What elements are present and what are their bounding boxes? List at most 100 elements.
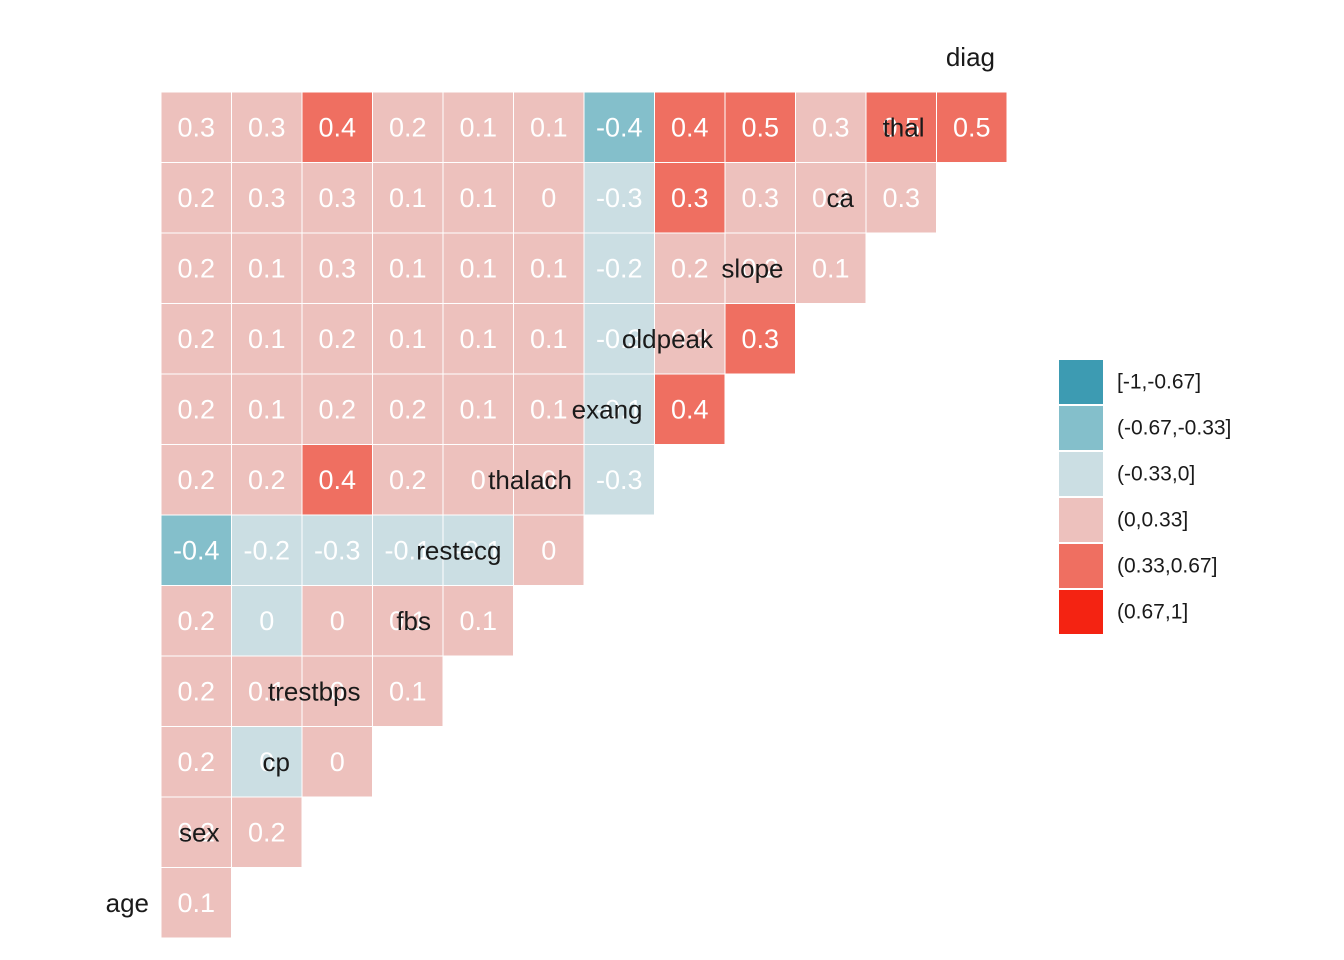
cell-value-label: -0.3 [596,324,643,354]
variable-label-diag: diag [946,42,995,72]
cell-value-label: 0.2 [389,394,427,424]
heatmap-cell-exang-fbs [442,444,514,516]
variable-label-ca: ca [827,183,855,213]
heatmap-cell-diag-restecg [513,91,585,163]
cell-value-label: -0.1 [596,394,643,424]
heatmap-cell-thal-oldpeak [724,162,796,234]
cell-value-label: 0.1 [177,888,215,918]
heatmap-cell-thalach-fbs [442,514,514,586]
heatmap-cell-thalach-sex [231,514,303,586]
variable-label-trestbps: trestbps [268,676,361,706]
heatmap-cell-exang-trestbps [372,444,444,516]
heatmap-cell-trestbps-sex [231,726,303,798]
cell-value-label: 0 [330,676,345,706]
cell-value-label: 0.2 [177,676,215,706]
cell-value-label: 0 [541,183,556,213]
cell-value-label: 0.3 [248,183,286,213]
cell-value-label: -0.3 [596,183,643,213]
cell-value-label: 0 [259,606,274,636]
heatmap-cell-diag-cp [301,91,373,163]
cell-value-label: 0.5 [741,112,779,142]
cell-value-label: 0.2 [177,606,215,636]
cell-value-label: 0.3 [671,183,709,213]
variable-label-restecg: restecg [416,535,501,565]
heatmap-cell-ca-exang [654,232,726,304]
cell-value-label: 0.5 [953,112,991,142]
heatmap-cell-oldpeak-age [160,373,232,445]
heatmap-cell-slope-exang [654,303,726,375]
cell-value-label: -0.2 [596,253,643,283]
cell-value-label: 0.2 [389,112,427,142]
heatmap-cell-fbs-age [160,655,232,727]
cell-value-label: 0.3 [318,183,356,213]
legend-label-1: (-0.67,-0.33] [1117,417,1231,440]
variable-label-thalach: thalach [488,465,572,495]
variable-label-fbs: fbs [396,606,431,636]
heatmap-cell-ca-restecg [513,232,585,304]
cell-value-label: 0 [330,606,345,636]
cell-value-label: 0.3 [671,324,709,354]
heatmap-cell-thalach-age [160,514,232,586]
cell-value-label: 0.2 [177,253,215,283]
cell-value-label: 0 [541,465,556,495]
heatmap-cell-thal-trestbps [372,162,444,234]
heatmap-cell-restecg-sex [231,585,303,657]
cell-value-label: -0.4 [596,112,643,142]
cell-value-label: 0.1 [459,324,497,354]
heatmap-cell-diag-oldpeak [724,91,796,163]
heatmap-cell-diag-fbs [442,91,514,163]
heatmap-cell-ca-oldpeak [724,232,796,304]
heatmap-cells: 0.1 0.2 0.2 0.2 0 0 0.2 0.1 0 0.1 0.2 0 0 0.1 0.1 -0.4 -… [160,91,1008,939]
heatmap-cell-diag-thalach [583,91,655,163]
cell-value-label: 0 [471,465,486,495]
cell-value-label: 0.1 [389,606,427,636]
legend-label-2: (-0.33,0] [1117,463,1195,486]
heatmap-cell-trestbps-cp [301,726,373,798]
cell-value-label: 0.2 [248,465,286,495]
heatmap-cell-thal-thalach [583,162,655,234]
cell-value-label: 0.3 [177,112,215,142]
variable-label-thal: thal [883,112,925,142]
heatmap-cell-thal-cp [301,162,373,234]
legend-swatch-3 [1059,498,1103,542]
cell-value-label: 0 [541,535,556,565]
variable-label-exang: exang [572,394,643,424]
heatmap-cell-slope-sex [231,303,303,375]
heatmap-cell-thal-fbs [442,162,514,234]
cell-value-label: 0.4 [318,112,356,142]
variable-label-oldpeak: oldpeak [622,324,714,354]
cell-value-label: 0.4 [318,465,356,495]
cell-value-label: 0.1 [389,183,427,213]
heatmap-cell-thal-age [160,162,232,234]
cell-value-label: 0 [259,747,274,777]
cell-value-label: 0.3 [882,183,920,213]
legend-label-5: (0.67,1] [1117,601,1188,624]
legend-label-0: [-1,-0.67] [1117,371,1201,394]
cell-value-label: 0.4 [671,112,709,142]
cell-value-label: 0.5 [882,112,920,142]
cell-value-label: 0.2 [812,183,850,213]
heatmap-cell-thalach-cp [301,514,373,586]
cell-value-label: 0.1 [459,253,497,283]
heatmap-cell-exang-cp [301,444,373,516]
cell-value-label: -0.3 [314,535,361,565]
cell-value-label: -0.1 [455,535,502,565]
heatmap-cell-thalach-trestbps [372,514,444,586]
cell-value-label: 0.1 [812,253,850,283]
variable-label-sex: sex [179,817,219,847]
heatmap-cell-ca-fbs [442,232,514,304]
variable-label-age: age [106,888,149,918]
variable-label-cp: cp [263,747,290,777]
cell-value-label: 0.3 [248,112,286,142]
cell-value-label: 0.2 [177,747,215,777]
heatmap-cell-oldpeak-fbs [442,373,514,445]
heatmap-cell-thal-sex [231,162,303,234]
legend-swatch-0 [1059,360,1103,404]
heatmap-cell-thal-restecg [513,162,585,234]
cell-value-label: 0.2 [177,465,215,495]
heatmap-cell-exang-sex [231,444,303,516]
cell-value-label: 0.1 [530,112,568,142]
heatmap-cell-fbs-trestbps [372,655,444,727]
heatmap-cell-slope-cp [301,303,373,375]
